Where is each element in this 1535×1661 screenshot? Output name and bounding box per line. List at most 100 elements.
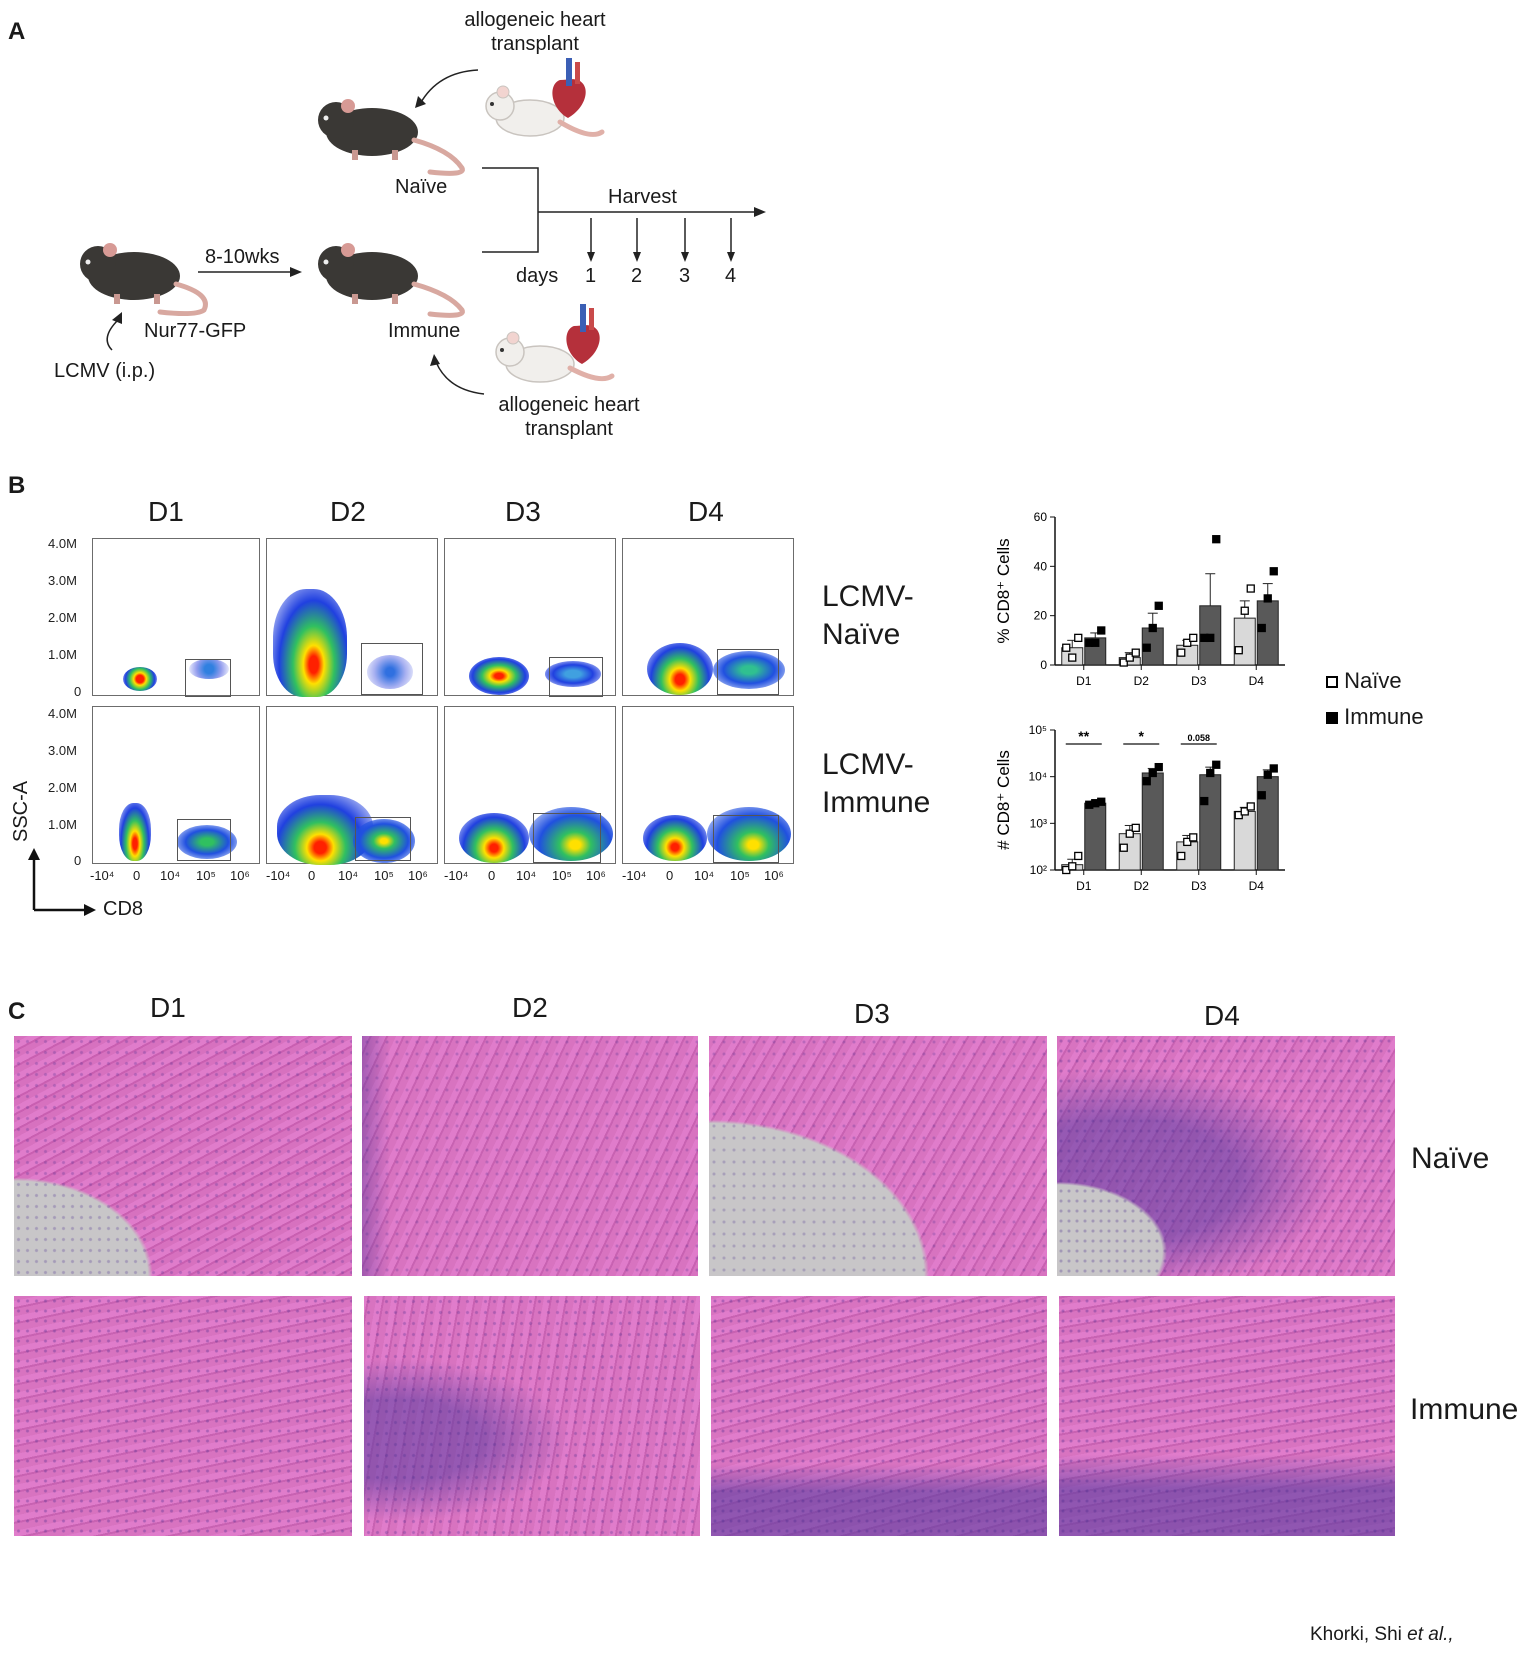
y-tick-label: 20 — [1034, 609, 1048, 623]
point-naïve — [1131, 648, 1140, 657]
x-tick-label: D1 — [1076, 674, 1092, 688]
legend-label-immune: Immune — [1344, 704, 1424, 729]
point-naïve — [1183, 837, 1192, 847]
x-tick-label: D4 — [1249, 879, 1265, 893]
legend: Naïve Immune — [1326, 668, 1424, 730]
flow-plot-naive-d2 — [266, 538, 438, 697]
x-tick: 10⁵ — [552, 868, 572, 883]
gate-box — [549, 657, 603, 697]
y-tick-1m-r1: 1.0M — [48, 647, 77, 662]
point-naïve — [1177, 648, 1186, 657]
y-tick-label: 0 — [1040, 658, 1047, 672]
heart-top-icon — [552, 58, 586, 118]
point-immune — [1269, 567, 1278, 576]
y-tick-0-r2: 0 — [74, 853, 82, 868]
x-tick-label: D3 — [1191, 879, 1207, 893]
day-1: 1 — [585, 265, 597, 287]
y-tick-2m-r1: 2.0M — [48, 610, 77, 625]
x-tick: 10⁵ — [196, 868, 216, 883]
significance-label: 0.058 — [1187, 733, 1210, 743]
x-tick: 0 — [488, 868, 496, 883]
point-immune — [1142, 777, 1151, 786]
heart-bottom-icon — [566, 304, 600, 364]
point-immune — [1154, 601, 1163, 610]
point-naïve — [1177, 851, 1186, 861]
point-immune — [1257, 623, 1266, 633]
point-immune — [1142, 643, 1151, 652]
x-tick: 10⁵ — [374, 868, 394, 883]
histology-naive-d4 — [1057, 1036, 1395, 1276]
histo-col-d4: D4 — [1204, 1000, 1240, 1031]
author-credit-etal: et al., — [1407, 1624, 1454, 1645]
legend-label-naive: Naïve — [1344, 668, 1402, 693]
x-tick: 10⁴ — [160, 868, 181, 883]
histology-naive-d3 — [709, 1036, 1047, 1276]
x-tick: 10⁶ — [764, 868, 784, 883]
x-tick: 10⁶ — [408, 868, 428, 883]
harvest-day-arrows — [587, 218, 735, 262]
naive-label: Naïve — [395, 176, 448, 198]
x-tick: 0 — [133, 868, 141, 883]
point-immune — [1091, 638, 1100, 647]
flow-plot-immune-d4 — [622, 706, 794, 864]
nur77-mouse-icon — [80, 243, 208, 317]
gate-box — [713, 815, 779, 863]
point-naïve — [1125, 653, 1134, 662]
point-immune — [1257, 791, 1266, 800]
panel-c-label: C — [8, 998, 26, 1025]
gate-box — [185, 659, 231, 697]
y-tick-4m-r2: 4.0M — [48, 706, 77, 721]
point-immune — [1263, 770, 1272, 779]
point-naïve — [1189, 633, 1198, 643]
chart-percent-cd8: 0 20 40 60 % CD8⁺ Cells D1 D2 D3 D4 — [994, 510, 1285, 688]
histo-row-naive: Naïve — [1411, 1142, 1490, 1175]
row-label-immune: LCMV- Immune — [822, 746, 930, 822]
row-label-naive-line1: LCMV- — [822, 580, 914, 613]
x-tick: -10⁴ — [622, 868, 647, 883]
significance-label: * — [1139, 728, 1145, 744]
point-naïve — [1074, 633, 1083, 643]
flow-col-d2: D2 — [330, 496, 366, 527]
author-credit-names: Khorki, Shi — [1310, 1624, 1408, 1645]
row-label-immune-line2: Immune — [822, 786, 931, 819]
y-tick-label: 40 — [1034, 559, 1048, 573]
x-tick: 10⁴ — [338, 868, 359, 883]
point-immune — [1263, 594, 1272, 603]
y-tick-label: 10³ — [1030, 816, 1047, 830]
point-naïve — [1183, 638, 1192, 647]
x-tick: -10⁴ — [90, 868, 115, 883]
flow-col-d1: D1 — [148, 496, 184, 527]
point-naïve — [1131, 823, 1140, 833]
transplant-label-bottom-line1: allogeneic heart — [498, 394, 640, 416]
y-tick-0-r1: 0 — [74, 684, 82, 699]
x-tick: 10⁶ — [586, 868, 606, 883]
day-3: 3 — [679, 265, 691, 287]
point-immune — [1212, 760, 1221, 769]
y-axis-label: SSC-A — [10, 780, 32, 842]
transplant-label-top-line1: allogeneic heart — [464, 9, 606, 31]
point-immune — [1097, 797, 1106, 806]
y-tick-label: 10⁴ — [1028, 770, 1047, 784]
x-tick: 10⁵ — [730, 868, 750, 883]
x-tick: -10⁴ — [444, 868, 469, 883]
point-naïve — [1246, 802, 1255, 811]
point-immune — [1148, 768, 1157, 778]
flow-col-d4: D4 — [688, 496, 724, 527]
y-axis-title: # CD8⁺ Cells — [994, 750, 1013, 850]
infection-label: LCMV (i.p.) — [54, 360, 156, 382]
transplant-label-bottom-line2: transplant — [525, 418, 613, 440]
axis-orientation-arrows — [28, 848, 96, 916]
bar-naïve-d4 — [1233, 810, 1256, 871]
histology-naive-d1 — [14, 1036, 352, 1276]
bar-immune-d4 — [1256, 776, 1279, 871]
harvest-label: Harvest — [608, 186, 677, 208]
gate-box — [177, 819, 231, 861]
x-tick: 0 — [666, 868, 674, 883]
bar-immune-d4 — [1256, 600, 1279, 666]
x-tick-label: D2 — [1134, 674, 1150, 688]
x-tick-row: -10⁴ 0 10⁴ 10⁵ 10⁶ -10⁴ 0 10⁴ 10⁵ 10⁶ -1… — [88, 868, 798, 888]
histo-col-d3: D3 — [854, 998, 890, 1029]
point-naïve — [1119, 843, 1128, 852]
point-naïve — [1234, 646, 1243, 655]
histology-immune-d3 — [711, 1296, 1047, 1536]
